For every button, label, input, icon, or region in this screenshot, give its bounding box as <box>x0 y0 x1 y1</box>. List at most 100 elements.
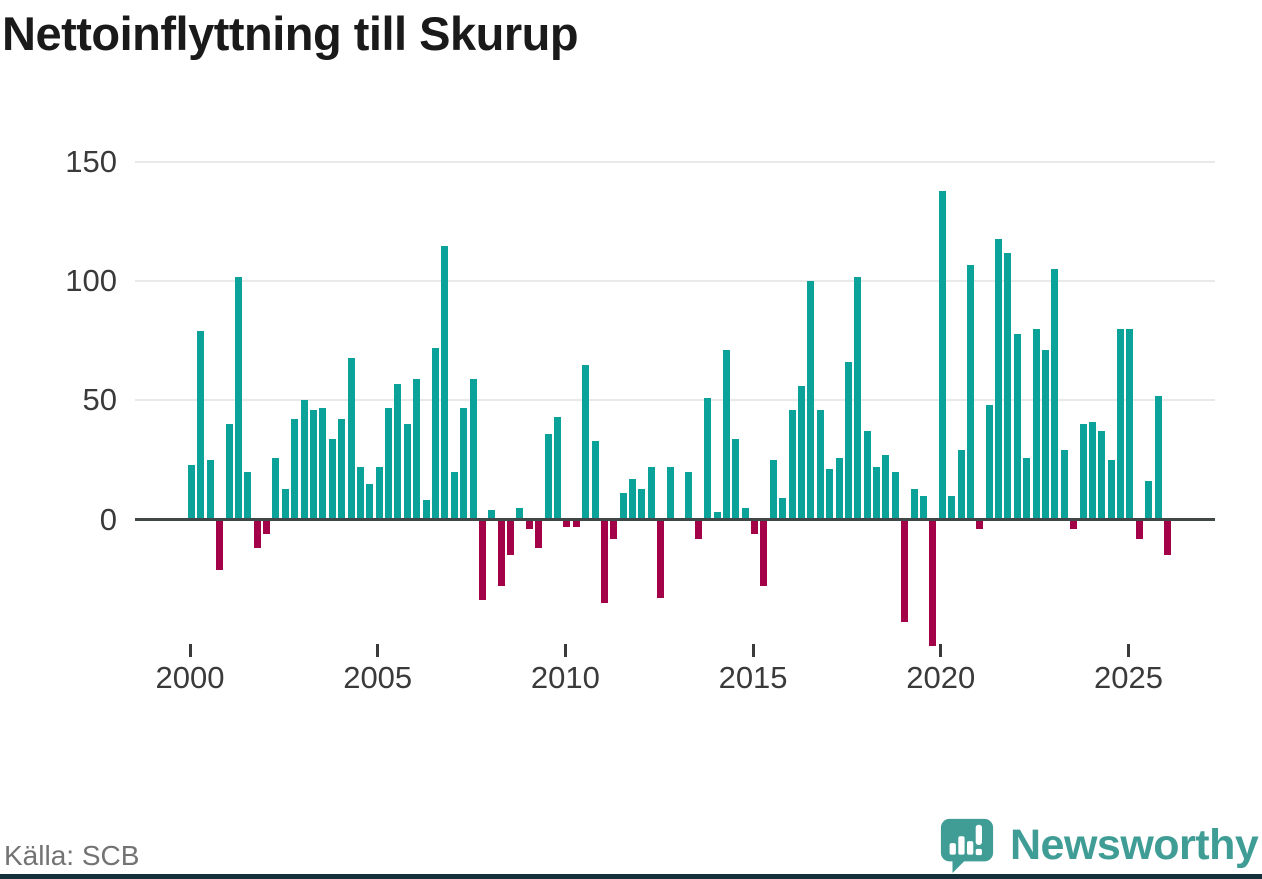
chart-title: Nettoinflyttning till Skurup <box>2 7 579 60</box>
x-axis-label: 2020 <box>906 660 976 695</box>
bar <box>732 438 740 520</box>
gridline <box>135 399 1215 402</box>
bar <box>375 467 383 520</box>
y-axis-label: 100 <box>65 263 117 299</box>
bar <box>460 407 468 520</box>
bar <box>816 409 824 520</box>
bar <box>760 519 768 587</box>
bar <box>188 464 195 520</box>
brand-name: Newsworthy <box>1010 820 1259 869</box>
y-axis-label: 50 <box>82 382 117 418</box>
bar <box>769 459 777 520</box>
newsworthy-icon <box>940 818 994 874</box>
bar <box>403 424 411 520</box>
bar <box>1163 519 1171 556</box>
x-axis-tick <box>1126 644 1130 657</box>
bar <box>234 276 242 520</box>
bar <box>488 509 496 520</box>
x-axis-tick <box>188 644 192 657</box>
bar <box>1145 481 1153 520</box>
bar <box>713 512 721 520</box>
bar <box>995 238 1003 520</box>
y-axis-label: 0 <box>99 501 117 537</box>
bar <box>216 519 224 570</box>
bar <box>356 467 364 520</box>
bar <box>328 438 336 520</box>
bar <box>929 519 937 646</box>
x-axis-label: 2000 <box>155 660 225 695</box>
bar <box>1126 329 1134 520</box>
bar <box>347 357 355 520</box>
bar <box>1070 519 1078 530</box>
bar <box>225 424 233 520</box>
bar <box>722 350 730 520</box>
bar <box>385 407 393 520</box>
bar <box>431 348 439 520</box>
bar <box>563 519 571 527</box>
bar <box>938 190 946 520</box>
bar <box>197 331 205 520</box>
bar <box>1041 350 1049 520</box>
bar <box>1135 519 1143 539</box>
bar <box>366 483 374 520</box>
bar <box>1004 252 1012 520</box>
bar <box>797 386 805 520</box>
bar <box>525 519 533 530</box>
bar <box>253 519 261 549</box>
bar <box>948 495 956 520</box>
bar <box>976 519 984 530</box>
bar <box>553 417 561 520</box>
x-axis-label: 2025 <box>1093 660 1163 695</box>
source-label: Källa: SCB <box>4 840 140 871</box>
gridline <box>135 280 1215 283</box>
bar <box>957 450 965 520</box>
bar <box>263 519 271 534</box>
x-axis-line <box>135 518 1215 521</box>
bar <box>544 433 552 520</box>
x-axis-tick <box>563 644 567 657</box>
bar <box>741 507 749 520</box>
bar <box>835 457 843 520</box>
bar <box>629 479 637 520</box>
bar <box>657 519 665 599</box>
bar <box>507 519 515 556</box>
bar <box>309 409 317 520</box>
bar <box>206 459 214 520</box>
bar <box>610 519 618 539</box>
x-axis-label: 2005 <box>343 660 413 695</box>
bar <box>572 519 580 527</box>
bar <box>919 495 927 520</box>
bar <box>891 471 899 520</box>
bar <box>751 519 759 534</box>
gridline <box>135 161 1215 164</box>
bar <box>788 409 796 520</box>
bar <box>1098 431 1106 520</box>
bar <box>535 519 543 549</box>
bar <box>413 379 421 520</box>
bottom-band <box>0 874 1262 879</box>
bar <box>694 519 702 539</box>
bar <box>779 498 787 520</box>
bar <box>985 405 993 520</box>
bar <box>901 519 909 622</box>
bar <box>319 407 327 520</box>
newsworthy-logo[interactable]: Newsworthy <box>938 816 1260 874</box>
bar <box>647 467 655 520</box>
bar <box>272 457 280 520</box>
bar <box>666 467 674 520</box>
bar <box>591 440 599 520</box>
bar <box>704 398 712 520</box>
bar <box>478 519 486 601</box>
bar <box>469 379 477 520</box>
bar <box>516 507 524 520</box>
bar <box>882 455 890 520</box>
bar <box>244 471 252 520</box>
bar <box>1107 459 1115 520</box>
bar <box>441 245 449 520</box>
x-axis-label: 2015 <box>718 660 788 695</box>
bar <box>1051 269 1059 520</box>
bar <box>1088 421 1096 520</box>
bar <box>826 469 834 520</box>
bar <box>863 431 871 520</box>
